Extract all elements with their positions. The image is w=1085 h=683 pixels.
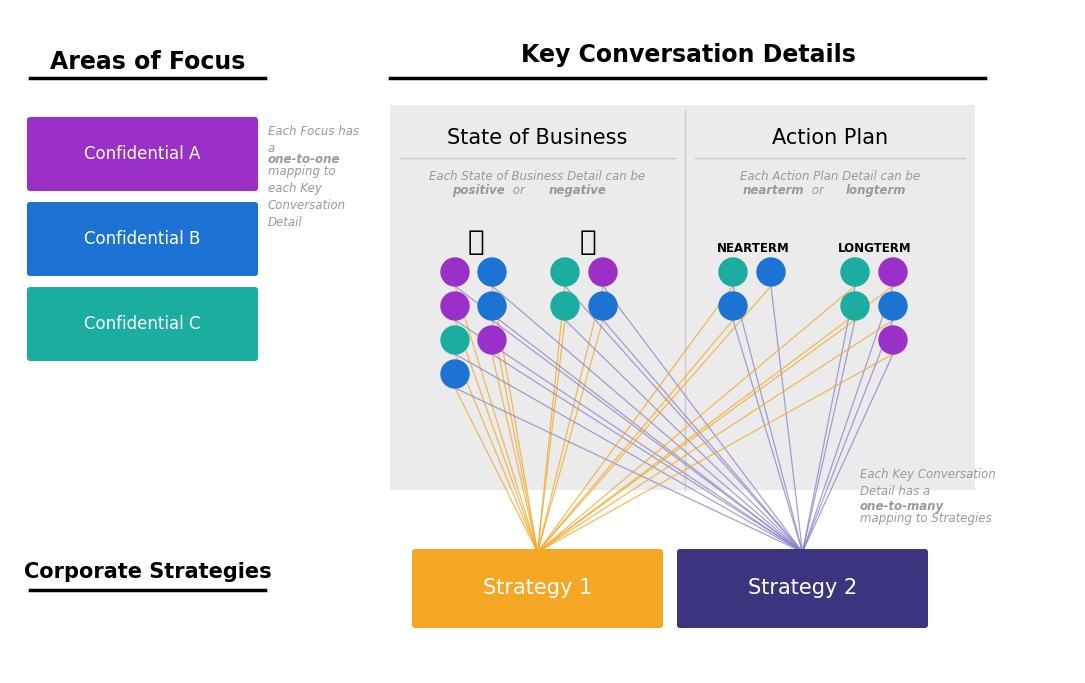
Text: Each Key Conversation
Detail has a: Each Key Conversation Detail has a <box>860 468 996 498</box>
Circle shape <box>441 292 469 320</box>
Text: Corporate Strategies: Corporate Strategies <box>24 562 272 582</box>
Text: 👎: 👎 <box>579 228 597 256</box>
Circle shape <box>841 258 869 286</box>
FancyBboxPatch shape <box>390 105 975 490</box>
Circle shape <box>551 292 579 320</box>
Text: Strategy 2: Strategy 2 <box>748 579 857 598</box>
Text: nearterm: nearterm <box>742 184 804 197</box>
Text: Confidential C: Confidential C <box>85 315 201 333</box>
Text: mapping to Strategies: mapping to Strategies <box>860 512 992 525</box>
Circle shape <box>478 326 506 354</box>
Circle shape <box>478 292 506 320</box>
Text: NEARTERM: NEARTERM <box>716 242 790 255</box>
FancyBboxPatch shape <box>27 287 258 361</box>
Text: longterm: longterm <box>846 184 906 197</box>
Text: mapping to
each Key
Conversation
Detail: mapping to each Key Conversation Detail <box>268 165 346 229</box>
Circle shape <box>879 258 907 286</box>
Circle shape <box>589 258 617 286</box>
Circle shape <box>441 326 469 354</box>
FancyBboxPatch shape <box>677 549 928 628</box>
Text: Strategy 1: Strategy 1 <box>483 579 592 598</box>
Circle shape <box>879 326 907 354</box>
FancyBboxPatch shape <box>27 117 258 191</box>
FancyBboxPatch shape <box>27 202 258 276</box>
Circle shape <box>719 292 746 320</box>
Text: State of Business: State of Business <box>447 128 627 148</box>
Text: positive: positive <box>452 184 505 197</box>
Circle shape <box>719 258 746 286</box>
Text: or: or <box>808 184 828 197</box>
FancyBboxPatch shape <box>412 549 663 628</box>
Text: Key Conversation Details: Key Conversation Details <box>521 43 855 67</box>
Circle shape <box>879 292 907 320</box>
Text: Confidential B: Confidential B <box>85 230 201 248</box>
Text: one-to-many: one-to-many <box>860 500 944 513</box>
Text: Action Plan: Action Plan <box>771 128 888 148</box>
Circle shape <box>478 258 506 286</box>
Circle shape <box>757 258 786 286</box>
Text: Areas of Focus: Areas of Focus <box>50 50 245 74</box>
Text: Each State of Business Detail can be: Each State of Business Detail can be <box>429 170 646 183</box>
Text: negative: negative <box>549 184 607 197</box>
Text: or: or <box>509 184 528 197</box>
Text: one-to-one: one-to-one <box>268 153 341 166</box>
Text: Confidential A: Confidential A <box>85 145 201 163</box>
Circle shape <box>589 292 617 320</box>
Text: 👍: 👍 <box>468 228 484 256</box>
Text: LONGTERM: LONGTERM <box>839 242 911 255</box>
Text: Each Action Plan Detail can be: Each Action Plan Detail can be <box>740 170 920 183</box>
Circle shape <box>841 292 869 320</box>
Text: Each Focus has
a: Each Focus has a <box>268 125 359 155</box>
Circle shape <box>441 258 469 286</box>
Circle shape <box>551 258 579 286</box>
Circle shape <box>441 360 469 388</box>
